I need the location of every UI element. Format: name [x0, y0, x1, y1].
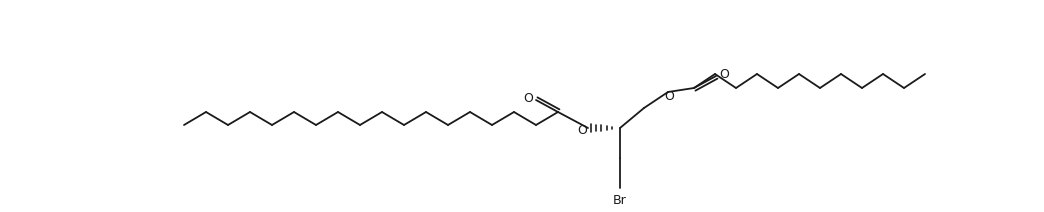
Text: O: O — [664, 89, 674, 102]
Text: O: O — [719, 68, 729, 81]
Text: O: O — [577, 124, 587, 137]
Text: Br: Br — [613, 194, 626, 207]
Text: O: O — [523, 92, 532, 105]
